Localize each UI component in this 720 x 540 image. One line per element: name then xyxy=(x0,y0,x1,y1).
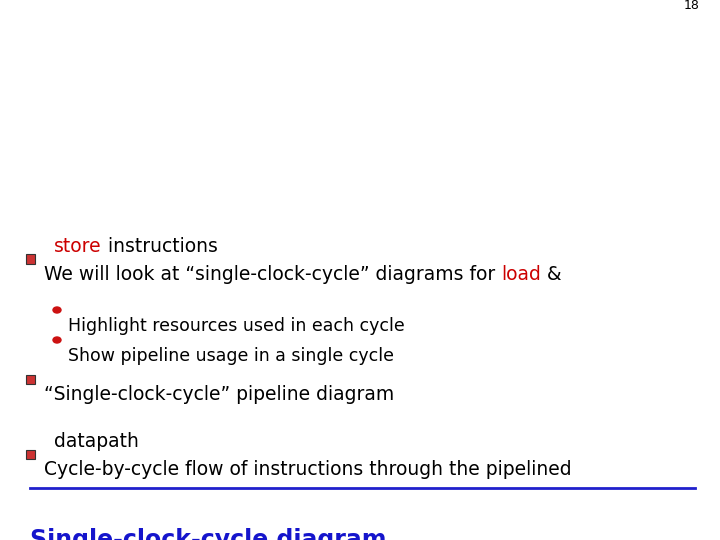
FancyBboxPatch shape xyxy=(25,375,35,383)
Text: Single-clock-cycle diagram: Single-clock-cycle diagram xyxy=(30,528,387,540)
Text: 18: 18 xyxy=(684,0,700,12)
Text: load: load xyxy=(501,265,541,284)
FancyBboxPatch shape xyxy=(25,254,35,264)
Text: Highlight resources used in each cycle: Highlight resources used in each cycle xyxy=(68,317,405,335)
FancyBboxPatch shape xyxy=(25,449,35,458)
Circle shape xyxy=(53,337,61,343)
Text: Cycle-by-cycle flow of instructions through the pipelined: Cycle-by-cycle flow of instructions thro… xyxy=(44,460,572,479)
Circle shape xyxy=(53,307,61,313)
Text: Show pipeline usage in a single cycle: Show pipeline usage in a single cycle xyxy=(68,347,394,365)
Text: “Single-clock-cycle” pipeline diagram: “Single-clock-cycle” pipeline diagram xyxy=(44,385,395,404)
Text: store: store xyxy=(54,237,102,256)
Text: instructions: instructions xyxy=(102,237,217,256)
Text: datapath: datapath xyxy=(54,433,139,451)
Text: We will look at “single-clock-cycle” diagrams for: We will look at “single-clock-cycle” dia… xyxy=(44,265,501,284)
Text: &: & xyxy=(541,265,562,284)
